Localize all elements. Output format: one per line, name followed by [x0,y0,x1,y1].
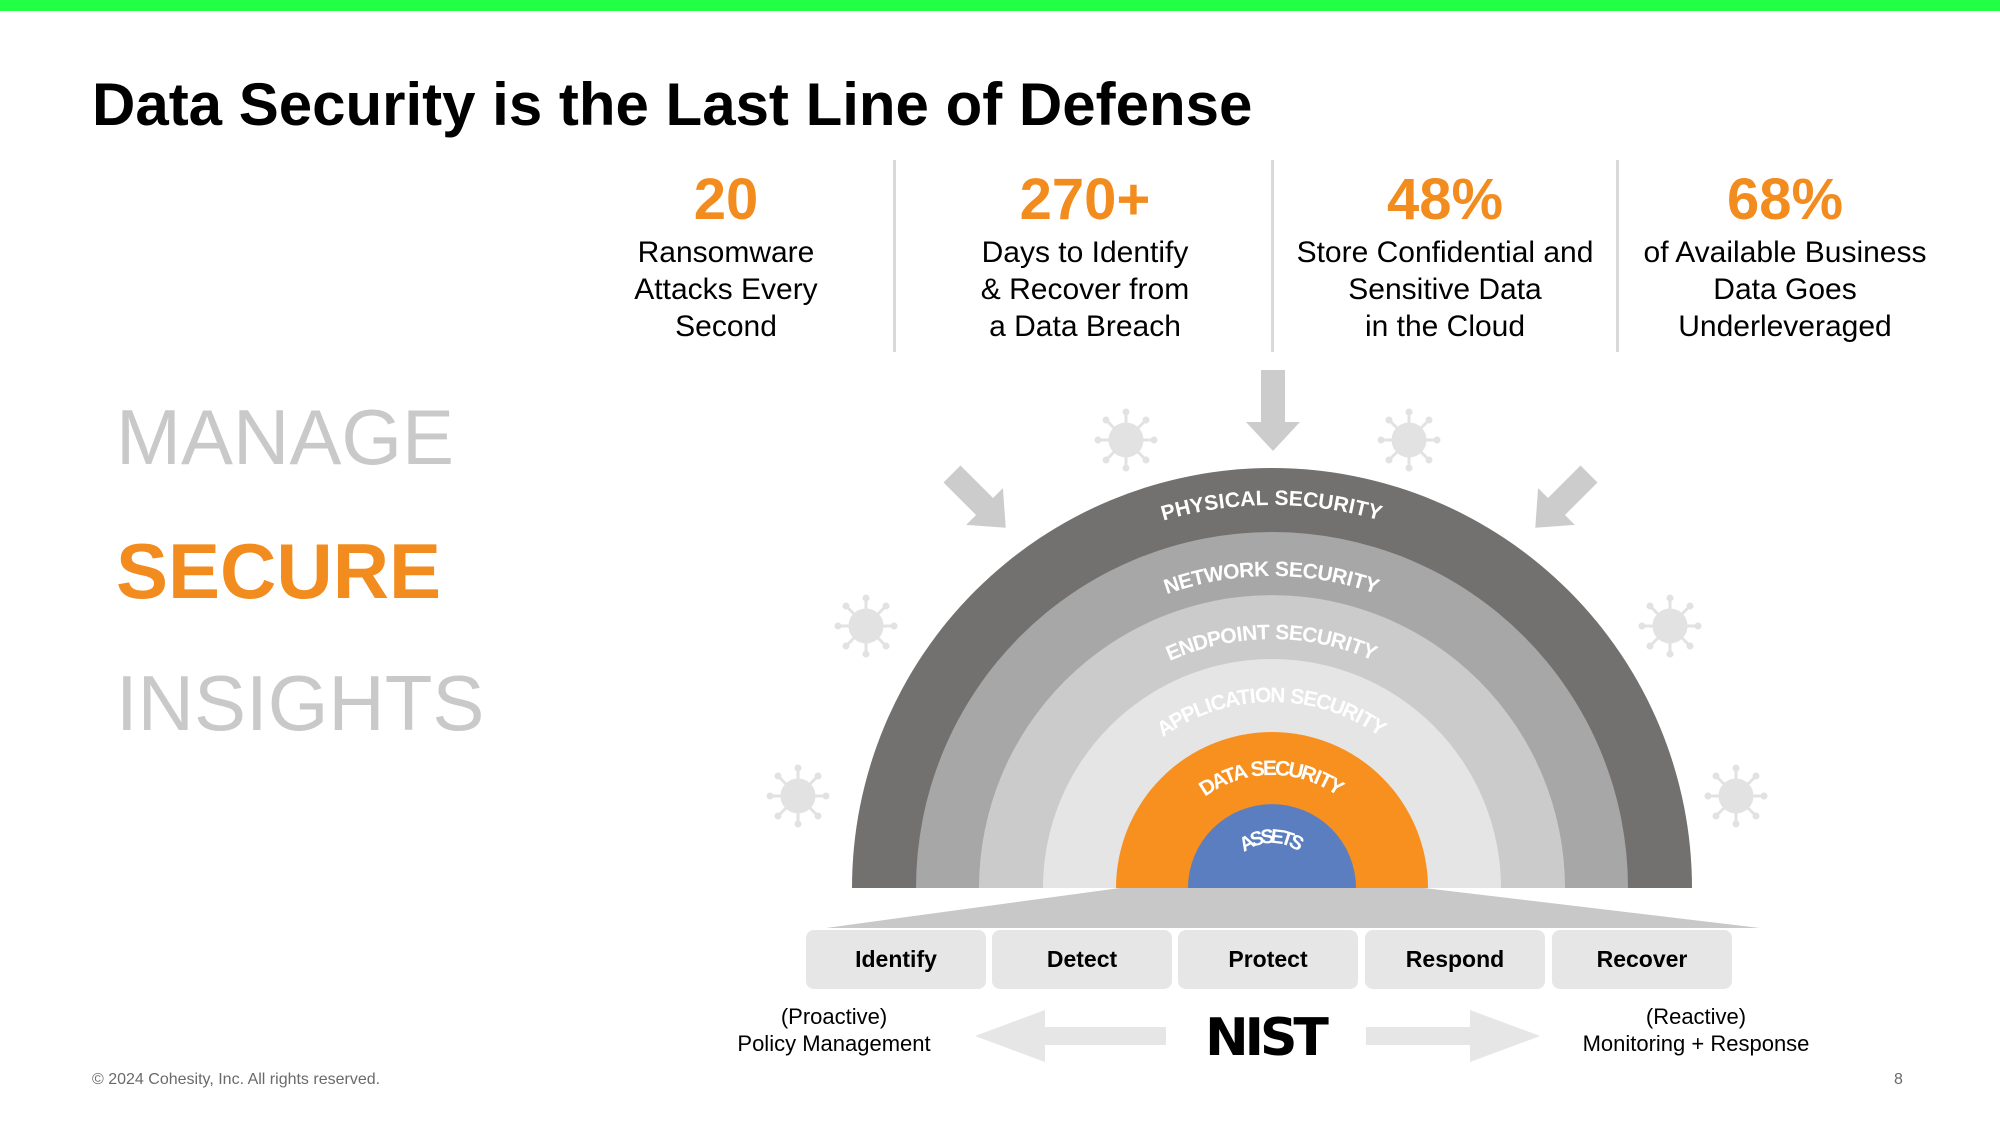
stat-description: Store Confidential and Sensitive Data in… [1296,236,1594,343]
arrow-left-icon [975,1010,1166,1062]
stat-number: 270+ [1019,167,1151,232]
nist-step-identify: Identify [806,930,986,989]
arrow-right-icon [1366,1010,1540,1062]
divider [893,160,896,352]
stat-description: Ransomware Attacks Every Second [634,236,818,343]
stat-underleveraged-data: 68% of Available Business Data Goes Unde… [1630,166,1940,345]
pillar-secure: SECURE [116,527,442,615]
virus-icon [765,763,831,829]
copyright-notice: © 2024 Cohesity, Inc. All rights reserve… [92,1071,381,1088]
layer-assets [1188,804,1356,888]
virus-icon [1637,593,1703,659]
virus-icon [1376,407,1442,473]
layer-funnel [826,888,1760,928]
nist-step-recover: Recover [1552,930,1732,989]
phase-proactive: (Proactive) Policy Management [737,1004,931,1056]
nist-step-protect: Protect [1178,930,1358,989]
stat-number: 68% [1726,167,1844,232]
nist-logo: NIST [1205,1008,1329,1068]
stat-description: Days to Identify & Recover from a Data B… [980,236,1190,343]
page-number: 8 [1894,1071,1903,1088]
nist-step-detect: Detect [992,930,1172,989]
phase-reactive: (Reactive) Monitoring + Response [1582,1004,1810,1056]
nist-step-respond: Respond [1365,930,1545,989]
divider [1271,160,1274,352]
slide-title: Data Security is the Last Line of Defens… [92,71,1253,138]
virus-icon [1703,763,1769,829]
arrow-down-icon [1535,465,1598,528]
pillar-insights: INSIGHTS [116,659,485,747]
arrow-down-icon [1246,370,1300,451]
virus-icon [1093,407,1159,473]
arrow-down-icon [943,465,1006,528]
divider [1616,160,1619,352]
stat-cloud-data: 48% Store Confidential and Sensitive Dat… [1290,166,1600,345]
stat-number: 20 [693,167,759,232]
virus-icon [833,593,899,659]
stat-days-to-recover: 270+ Days to Identify & Recover from a D… [940,166,1230,345]
top-accent-bar [0,0,2000,11]
stat-description: of Available Business Data Goes Underlev… [1643,236,1927,343]
stat-ransomware: 20 Ransomware Attacks Every Second [606,166,846,345]
pillar-manage: MANAGE [116,393,455,481]
stat-number: 48% [1386,167,1504,232]
